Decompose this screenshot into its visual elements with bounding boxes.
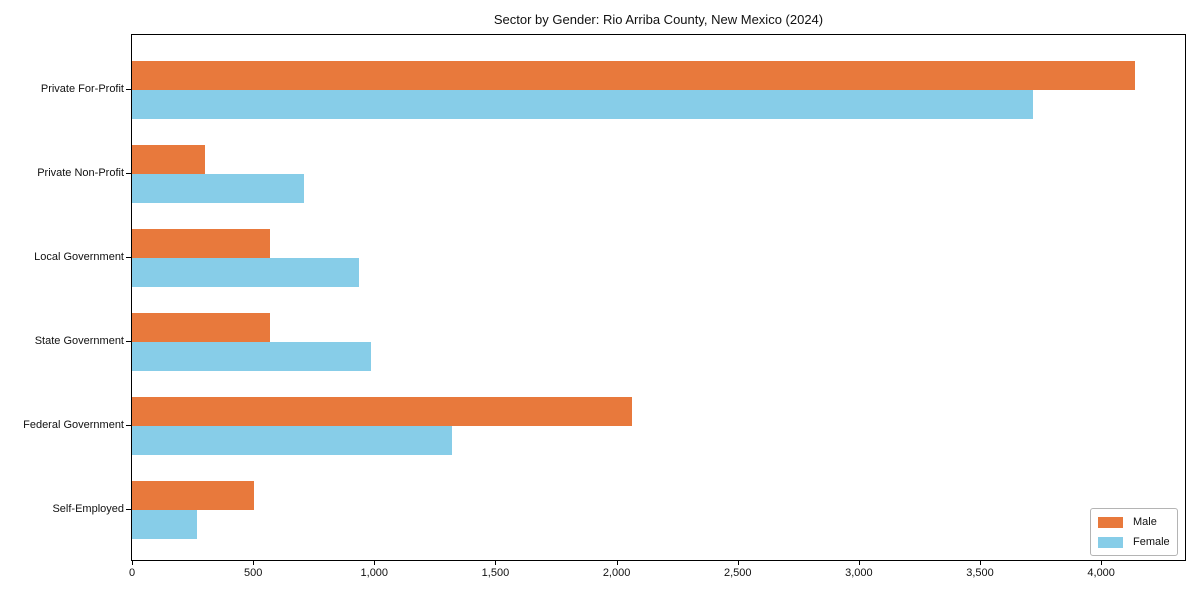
xtick-label-4000: 4,000 [1087, 567, 1115, 579]
bar-male-self-employed [132, 481, 255, 510]
xtick-label-0: 0 [128, 567, 136, 579]
bar-female-state-government [132, 342, 371, 371]
chart-title: Sector by Gender: Rio Arriba County, New… [493, 12, 824, 27]
female-swatch-icon [1098, 537, 1123, 548]
bar-male-federal-government [132, 397, 633, 426]
bar-male-private-for-profit [132, 61, 1136, 90]
ytick-mark-private-for-profit [126, 89, 131, 90]
xtick-label-1500: 1,500 [481, 567, 510, 579]
ytick-label-state-government: State Government [34, 335, 124, 347]
xtick-mark-2000 [616, 561, 618, 565]
ytick-label-private-for-profit: Private For-Profit [40, 83, 124, 95]
bar-male-state-government [132, 313, 271, 342]
xtick-label-3000: 3,000 [845, 567, 873, 579]
xtick-label-3500: 3,500 [966, 567, 994, 579]
legend-item-female: Female [1098, 535, 1170, 550]
ytick-label-federal-government: Federal Government [23, 419, 124, 431]
ytick-mark-self-employed [126, 509, 131, 510]
ytick-mark-private-non-profit [126, 173, 131, 174]
xtick-mark-4000 [1101, 561, 1103, 565]
xtick-mark-0 [132, 561, 133, 565]
plot-area [131, 34, 1186, 561]
bar-male-local-government [132, 229, 271, 258]
ytick-label-self-employed: Self-Employed [52, 503, 124, 515]
xtick-label-1000: 1,000 [360, 567, 389, 579]
ytick-mark-local-government [126, 257, 131, 258]
legend-label-male: Male [1133, 516, 1157, 528]
bar-male-private-non-profit [132, 145, 205, 174]
legend-label-female: Female [1133, 536, 1170, 548]
bar-female-private-for-profit [132, 90, 1034, 119]
bar-female-local-government [132, 258, 359, 287]
xtick-label-2500: 2,500 [723, 567, 752, 579]
legend-item-male: Male [1098, 515, 1170, 530]
ytick-mark-state-government [126, 341, 131, 342]
ytick-label-local-government: Local Government [34, 251, 124, 263]
xtick-label-500: 500 [243, 567, 263, 579]
ytick-label-private-non-profit: Private Non-Profit [37, 167, 124, 179]
male-swatch-icon [1098, 517, 1123, 528]
legend: Male Female [1090, 508, 1178, 556]
bar-female-private-non-profit [132, 174, 305, 203]
xtick-mark-2500 [737, 561, 739, 565]
xtick-mark-3000 [858, 561, 860, 565]
xtick-mark-3500 [980, 561, 982, 565]
bar-female-federal-government [132, 426, 452, 455]
xtick-label-2000: 2,000 [602, 567, 631, 579]
xtick-mark-500 [253, 561, 255, 565]
bar-female-self-employed [132, 510, 198, 539]
xtick-mark-1500 [495, 561, 497, 565]
xtick-mark-1000 [374, 561, 376, 565]
ytick-mark-federal-government [126, 425, 131, 426]
